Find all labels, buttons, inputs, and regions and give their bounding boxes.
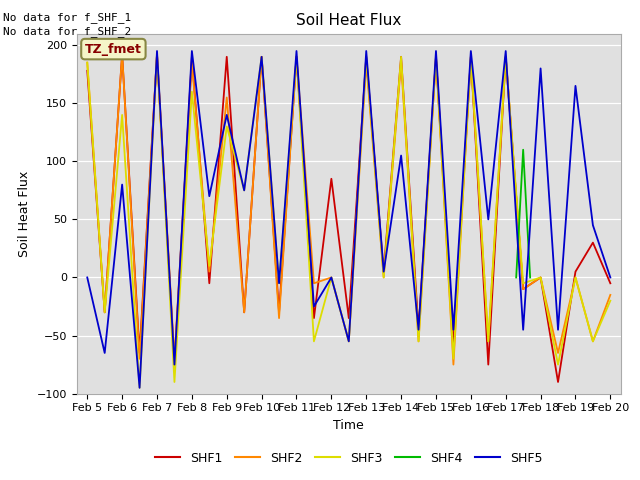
Text: No data for f_SHF_2: No data for f_SHF_2 <box>3 26 131 37</box>
X-axis label: Time: Time <box>333 419 364 432</box>
Text: No data for f_SHF_1: No data for f_SHF_1 <box>3 12 131 23</box>
Legend: SHF1, SHF2, SHF3, SHF4, SHF5: SHF1, SHF2, SHF3, SHF4, SHF5 <box>150 447 547 469</box>
Title: Soil Heat Flux: Soil Heat Flux <box>296 13 401 28</box>
Text: TZ_fmet: TZ_fmet <box>85 43 142 56</box>
Y-axis label: Soil Heat Flux: Soil Heat Flux <box>18 170 31 257</box>
